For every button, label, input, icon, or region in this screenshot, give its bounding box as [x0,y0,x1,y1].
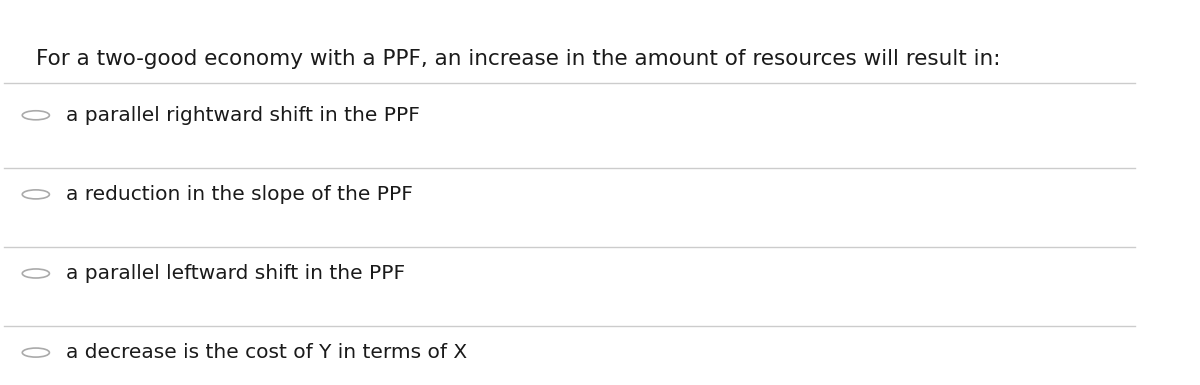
Text: a reduction in the slope of the PPF: a reduction in the slope of the PPF [66,185,413,204]
Text: a parallel leftward shift in the PPF: a parallel leftward shift in the PPF [66,264,406,283]
Text: a parallel rightward shift in the PPF: a parallel rightward shift in the PPF [66,106,420,125]
Text: a decrease is the cost of Y in terms of X: a decrease is the cost of Y in terms of … [66,343,468,362]
Text: For a two-good economy with a PPF, an increase in the amount of resources will r: For a two-good economy with a PPF, an in… [36,49,1001,69]
